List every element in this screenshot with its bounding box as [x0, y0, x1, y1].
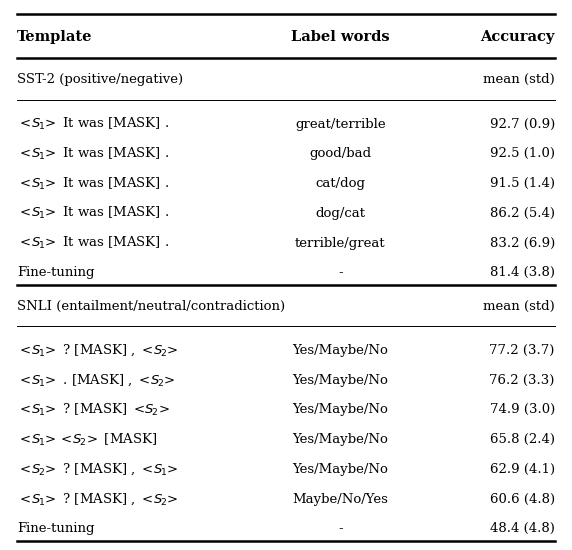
Text: 83.2 (6.9): 83.2 (6.9) [490, 236, 555, 250]
Text: Yes/Maybe/No: Yes/Maybe/No [292, 404, 388, 416]
Text: 77.2 (3.7): 77.2 (3.7) [490, 344, 555, 357]
Text: $<\!S_{\!1}\!>$ . [MASK] , $<\!S_{\!2}\!>$: $<\!S_{\!1}\!>$ . [MASK] , $<\!S_{\!2}\!… [17, 372, 176, 388]
Text: SNLI (entailment/neutral/contradiction): SNLI (entailment/neutral/contradiction) [17, 300, 285, 312]
Text: 86.2 (5.4): 86.2 (5.4) [490, 207, 555, 220]
Text: $<\!S_{\!1}\!><\!S_{\!2}\!>$ [MASK]: $<\!S_{\!1}\!><\!S_{\!2}\!>$ [MASK] [17, 432, 157, 448]
Text: Template: Template [17, 30, 93, 44]
Text: SST-2 (positive/negative): SST-2 (positive/negative) [17, 73, 183, 86]
Text: $<\!S_{\!1}\!>$ It was [MASK] .: $<\!S_{\!1}\!>$ It was [MASK] . [17, 175, 169, 192]
Text: great/terrible: great/terrible [295, 118, 386, 131]
Text: $<\!S_{\!1}\!>$ ? [MASK] $<\!S_{\!2}\!>$: $<\!S_{\!1}\!>$ ? [MASK] $<\!S_{\!2}\!>$ [17, 402, 170, 418]
Text: 62.9 (4.1): 62.9 (4.1) [490, 463, 555, 476]
Text: Accuracy: Accuracy [480, 30, 555, 44]
Text: 92.7 (0.9): 92.7 (0.9) [490, 118, 555, 131]
Text: $<\!S_{\!2}\!>$ ? [MASK] , $<\!S_{\!1}\!>$: $<\!S_{\!2}\!>$ ? [MASK] , $<\!S_{\!1}\!… [17, 461, 178, 477]
Text: 48.4 (4.8): 48.4 (4.8) [490, 522, 555, 535]
Text: 76.2 (3.3): 76.2 (3.3) [490, 374, 555, 387]
Text: $<\!S_{\!1}\!>$ It was [MASK] .: $<\!S_{\!1}\!>$ It was [MASK] . [17, 205, 169, 222]
Text: 81.4 (3.8): 81.4 (3.8) [490, 266, 555, 279]
Text: 74.9 (3.0): 74.9 (3.0) [490, 404, 555, 416]
Text: $<\!S_{\!1}\!>$ ? [MASK] , $<\!S_{\!2}\!>$: $<\!S_{\!1}\!>$ ? [MASK] , $<\!S_{\!2}\!… [17, 491, 178, 507]
Text: $<\!S_{\!1}\!>$ It was [MASK] .: $<\!S_{\!1}\!>$ It was [MASK] . [17, 116, 169, 133]
Text: 60.6 (4.8): 60.6 (4.8) [490, 493, 555, 505]
Text: Fine-tuning: Fine-tuning [17, 266, 94, 279]
Text: mean (std): mean (std) [483, 73, 555, 86]
Text: Label words: Label words [291, 30, 390, 44]
Text: Yes/Maybe/No: Yes/Maybe/No [292, 463, 388, 476]
Text: $<\!S_{\!1}\!>$ It was [MASK] .: $<\!S_{\!1}\!>$ It was [MASK] . [17, 146, 169, 162]
Text: 91.5 (1.4): 91.5 (1.4) [490, 177, 555, 190]
Text: 92.5 (1.0): 92.5 (1.0) [490, 147, 555, 161]
Text: $<\!S_{\!1}\!>$ It was [MASK] .: $<\!S_{\!1}\!>$ It was [MASK] . [17, 235, 169, 251]
Text: $<\!S_{\!1}\!>$ ? [MASK] , $<\!S_{\!2}\!>$: $<\!S_{\!1}\!>$ ? [MASK] , $<\!S_{\!2}\!… [17, 343, 178, 358]
Text: Yes/Maybe/No: Yes/Maybe/No [292, 374, 388, 387]
Text: Yes/Maybe/No: Yes/Maybe/No [292, 344, 388, 357]
Text: mean (std): mean (std) [483, 300, 555, 312]
Text: dog/cat: dog/cat [315, 207, 366, 220]
Text: 65.8 (2.4): 65.8 (2.4) [490, 433, 555, 446]
Text: Maybe/No/Yes: Maybe/No/Yes [292, 493, 388, 505]
Text: terrible/great: terrible/great [295, 236, 386, 250]
Text: -: - [338, 266, 343, 279]
Text: cat/dog: cat/dog [315, 177, 366, 190]
Text: Yes/Maybe/No: Yes/Maybe/No [292, 433, 388, 446]
Text: good/bad: good/bad [309, 147, 371, 161]
Text: Fine-tuning: Fine-tuning [17, 522, 94, 535]
Text: -: - [338, 522, 343, 535]
